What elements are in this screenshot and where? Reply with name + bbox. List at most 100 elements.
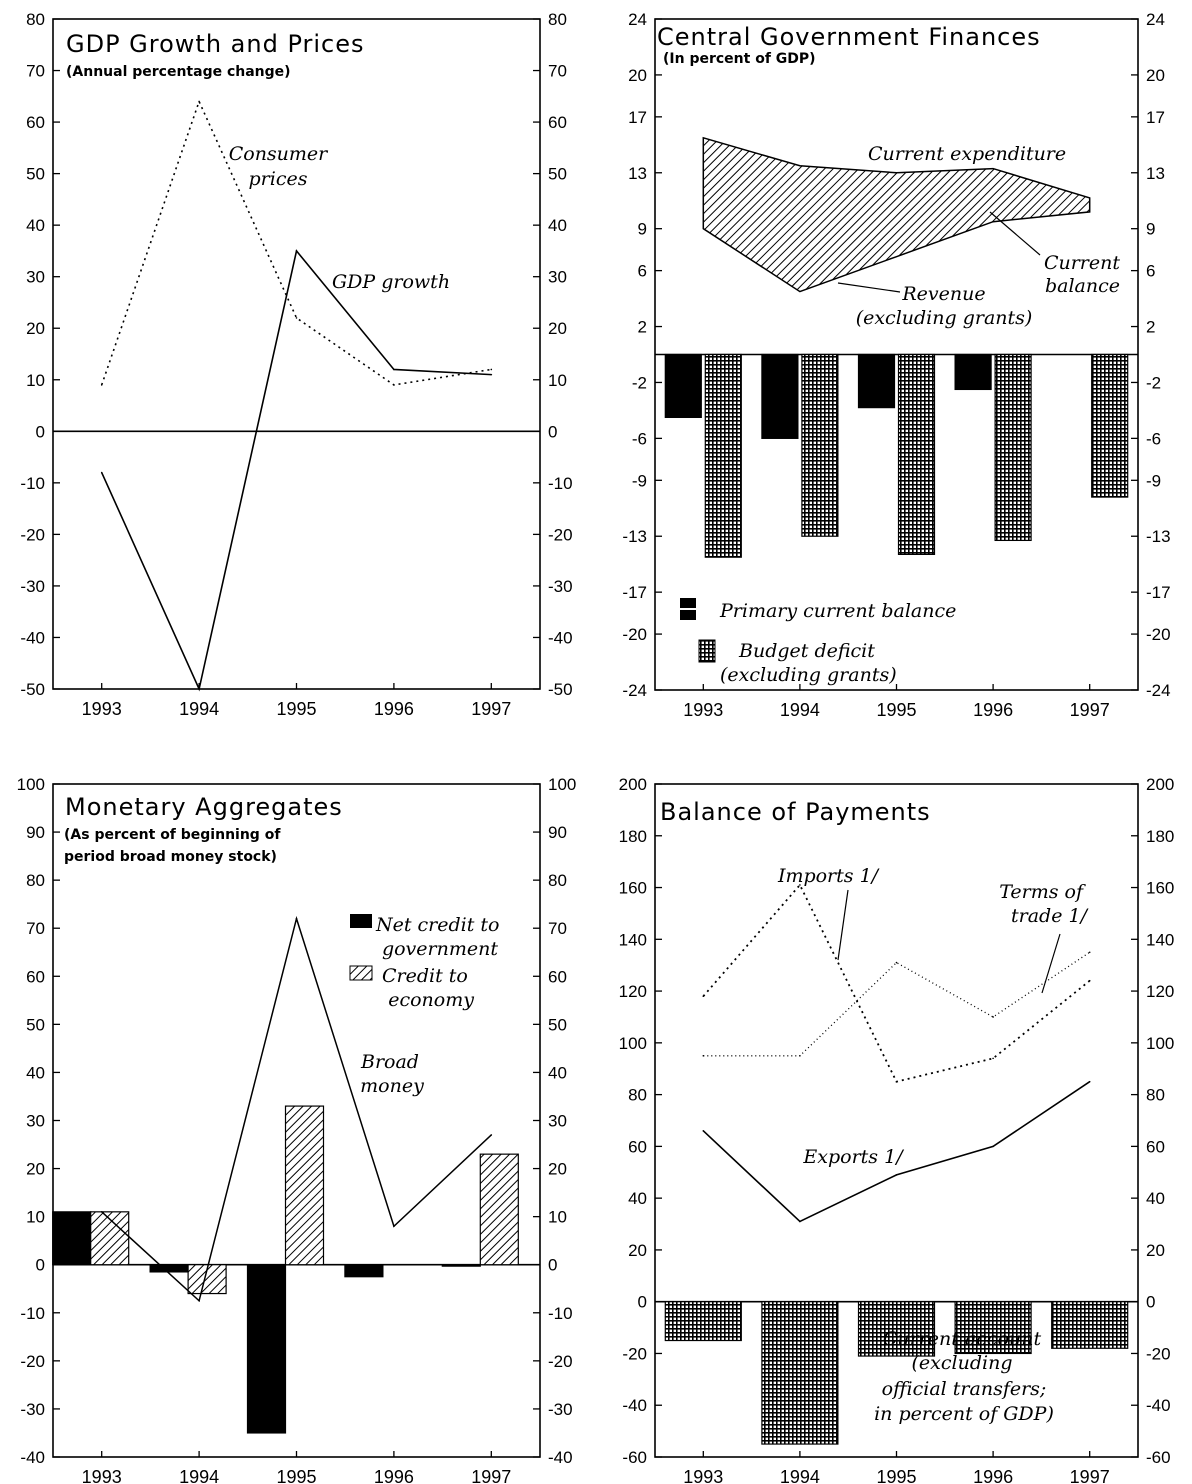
- panel-2: 24 24 20 20 17 17 13 13 9 9 6 6 2 2 -2 -2 -6 -6 -9 -9 -13 -13…: [622, 10, 1170, 720]
- y-tick-label-left: -10: [20, 474, 45, 493]
- y-tick-label-right: 70: [548, 919, 567, 938]
- y-tick-label-left: 0: [638, 1293, 647, 1312]
- y-tick-label-right: 6: [1146, 262, 1155, 281]
- chart-title: Central Government Finances: [657, 23, 1041, 51]
- chart-subtitle: (Annual percentage change): [66, 64, 291, 80]
- bar-primary-current-balance: [761, 353, 799, 439]
- plot-frame: [52, 18, 541, 690]
- series-label-current-account: Current account: [883, 1328, 1042, 1350]
- x-tick-label: 1996: [973, 1467, 1013, 1484]
- bar-current-account: [1051, 1301, 1129, 1349]
- legend-label-budget-deficit: (excluding grants): [720, 664, 897, 686]
- current-balance-area: [702, 136, 1091, 293]
- y-tick-label-left: 70: [26, 919, 45, 938]
- y-tick-label-left: -9: [632, 471, 647, 490]
- bar-current-account: [761, 1301, 839, 1445]
- y-tick-label-right: 60: [548, 967, 567, 986]
- y-tick-label-right: 50: [548, 165, 567, 184]
- label-revenue: Revenue: [901, 283, 985, 305]
- y-tick-label-right: 40: [548, 216, 567, 235]
- bar-primary-current-balance: [857, 353, 896, 409]
- series-label-imports: Imports 1/: [777, 865, 880, 887]
- y-tick-label-right: 120: [1146, 982, 1174, 1001]
- y-tick-label-left: -17: [622, 583, 647, 602]
- y-tick-label-right: 140: [1146, 930, 1174, 949]
- leader-revenue: [837, 282, 901, 293]
- y-tick-label-left: 0: [36, 422, 45, 441]
- y-tick-label-left: 30: [26, 1112, 45, 1131]
- y-tick-label-right: 20: [1146, 66, 1165, 85]
- series-terms-of-trade-line: [703, 951, 1091, 1057]
- x-tick-label: 1994: [179, 1467, 219, 1484]
- y-tick-label-right: -20: [548, 525, 573, 544]
- series-gdp-growth-line-point: [295, 250, 298, 252]
- bar-net-credit-to-government: [149, 1264, 189, 1273]
- series-imports-line-point: [895, 1080, 898, 1083]
- y-tick-label-left: 20: [26, 319, 45, 338]
- x-tick-label: 1995: [876, 1467, 916, 1484]
- y-tick-label-left: 50: [26, 1015, 45, 1034]
- x-tick-label: 1997: [471, 699, 511, 719]
- y-tick-label-right: 60: [1146, 1137, 1165, 1156]
- y-tick-label-left: 10: [26, 1208, 45, 1227]
- y-tick-label-right: 90: [548, 823, 567, 842]
- x-tick-label: 1993: [683, 700, 723, 720]
- y-tick-label-left: 20: [26, 1160, 45, 1179]
- series-consumer-prices-line: [100, 99, 492, 386]
- y-tick-label-right: 60: [548, 113, 567, 132]
- x-tick-label: 1996: [973, 700, 1013, 720]
- y-tick-label-right: 24: [1146, 10, 1165, 29]
- y-tick-label-right: -9: [1146, 471, 1161, 490]
- y-tick-label-left: -20: [20, 1352, 45, 1371]
- x-tick-label: 1995: [276, 699, 316, 719]
- y-tick-label-right: -6: [1146, 429, 1161, 448]
- series-imports-line-point: [799, 884, 801, 886]
- chart-title: Monetary Aggregates: [65, 793, 343, 821]
- y-tick-label-left: 80: [26, 871, 45, 890]
- legend-swatch-net-credit: [350, 914, 372, 928]
- y-tick-label-right: -2: [1146, 373, 1161, 392]
- series-exports-line-point: [702, 1130, 705, 1132]
- x-tick-label: 1996: [374, 1467, 414, 1484]
- y-tick-label-right: -10: [548, 1304, 573, 1323]
- y-tick-label-left: -20: [622, 625, 647, 644]
- y-tick-label-left: 160: [619, 879, 647, 898]
- y-tick-label-right: 80: [548, 10, 567, 29]
- y-tick-label-right: 50: [548, 1015, 567, 1034]
- y-tick-label-left: 120: [619, 982, 647, 1001]
- y-tick-label-left: 90: [26, 823, 45, 842]
- legend-swatch-budget-deficit: [698, 639, 716, 663]
- series-terms-of-trade-line-point: [702, 1054, 705, 1057]
- y-tick-label-right: -20: [1146, 1344, 1171, 1363]
- series-label-broad-money: Broad: [360, 1051, 419, 1073]
- series-broad-money-line-point: [490, 1134, 493, 1136]
- y-tick-label-right: -40: [548, 628, 573, 647]
- y-tick-label-left: 200: [619, 775, 647, 794]
- label-revenue: (excluding grants): [856, 307, 1033, 329]
- bar-credit-to-economy: [479, 1153, 519, 1266]
- series-terms-of-trade-line-point: [992, 1016, 994, 1018]
- y-tick-label-right: 70: [548, 62, 567, 81]
- series-terms-of-trade-line-point: [895, 961, 898, 964]
- y-tick-label-right: 100: [1146, 1034, 1174, 1053]
- chart-subtitle: period broad money stock): [64, 849, 277, 865]
- x-tick-label: 1993: [683, 1467, 723, 1484]
- chart-subtitle: (In percent of GDP): [663, 51, 816, 67]
- bar-credit-to-economy: [90, 1211, 130, 1266]
- y-tick-label-left: 100: [619, 1034, 647, 1053]
- y-tick-label-left: 100: [17, 775, 45, 794]
- y-tick-label-right: -40: [1146, 1396, 1171, 1415]
- series-label-current-account: in percent of GDP): [874, 1403, 1054, 1425]
- y-tick-label-left: 24: [628, 10, 647, 29]
- y-tick-label-left: -30: [20, 1400, 45, 1419]
- series-broad-money-line-point: [198, 1299, 200, 1302]
- y-tick-label-right: -30: [548, 577, 573, 596]
- series-exports-line-point: [992, 1145, 994, 1148]
- leader-current-balance: [989, 211, 1041, 256]
- series-consumer-prices-line-point: [295, 317, 298, 319]
- legend-label-credit-to-economy: economy: [388, 989, 474, 1011]
- x-tick-label: 1995: [276, 1467, 316, 1484]
- legend-label-net-credit: Net credit to: [375, 914, 500, 936]
- y-tick-label-left: -40: [622, 1396, 647, 1415]
